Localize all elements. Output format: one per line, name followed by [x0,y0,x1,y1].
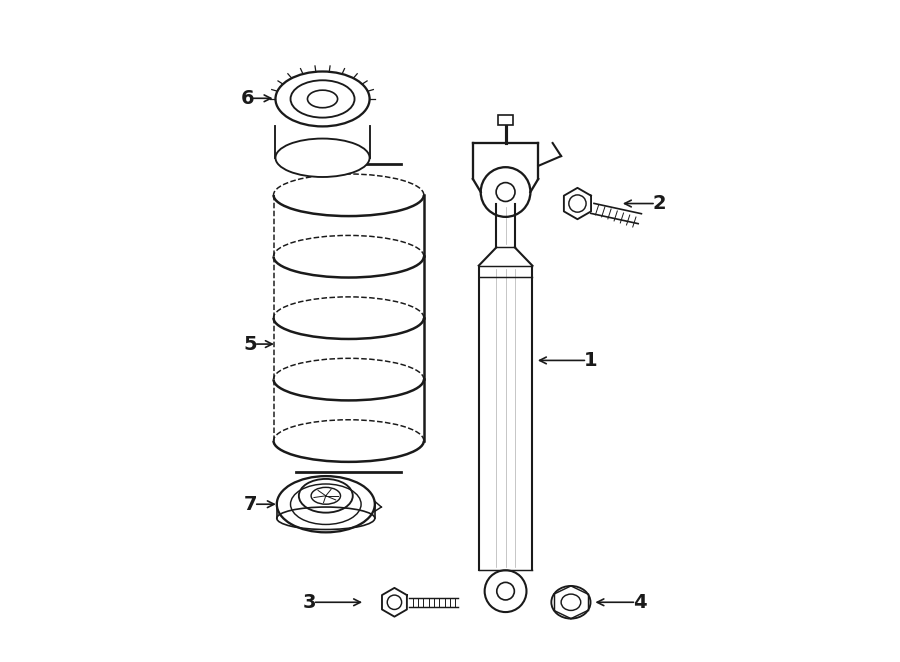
Text: 3: 3 [302,592,316,612]
Text: 5: 5 [244,334,257,354]
Text: 6: 6 [240,89,254,108]
Ellipse shape [275,138,370,177]
Text: 7: 7 [244,495,257,514]
Text: 1: 1 [584,351,598,370]
Text: 2: 2 [652,194,666,213]
Bar [499,115,513,125]
Text: 4: 4 [633,592,646,612]
